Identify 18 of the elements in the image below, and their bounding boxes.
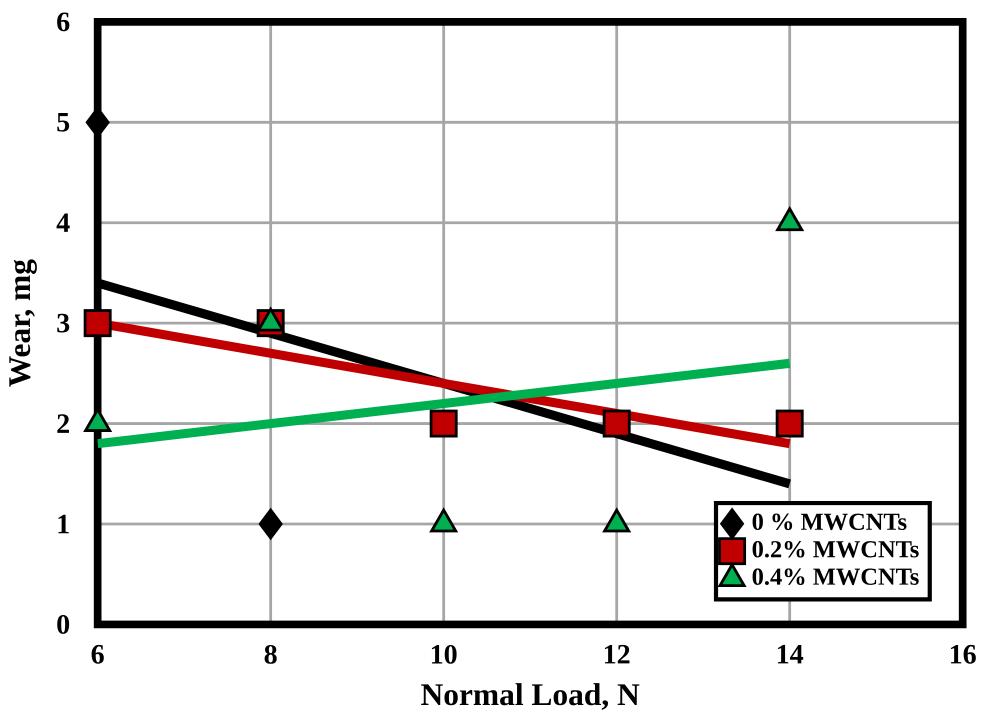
y-axis-title: Wear, mg bbox=[9, 259, 37, 387]
x-tick-label: 14 bbox=[778, 644, 804, 664]
x-tick-label: 8 bbox=[264, 645, 277, 664]
y-tick-label: 3 bbox=[57, 314, 70, 333]
y-tick-label: 4 bbox=[56, 214, 70, 232]
y-tick-label: 0 bbox=[57, 615, 70, 634]
x-tick-label: 12 bbox=[604, 644, 630, 664]
legend-label: 0.2% MWCNTs bbox=[752, 541, 919, 558]
y-tick-label: 1 bbox=[58, 514, 69, 534]
legend-label: 0.4% MWCNTs bbox=[752, 568, 919, 586]
y-tick-label: 6 bbox=[57, 12, 70, 32]
legend-label: 0 % MWCNTs bbox=[752, 514, 906, 530]
x-tick-label: 10 bbox=[432, 645, 457, 664]
y-tick-label: 2 bbox=[57, 414, 69, 433]
x-tick-label: 16 bbox=[950, 644, 976, 664]
y-tick-label: 5 bbox=[57, 113, 70, 132]
x-axis-title: Normal Load, N bbox=[421, 683, 640, 710]
x-tick-label: 6 bbox=[92, 644, 104, 664]
